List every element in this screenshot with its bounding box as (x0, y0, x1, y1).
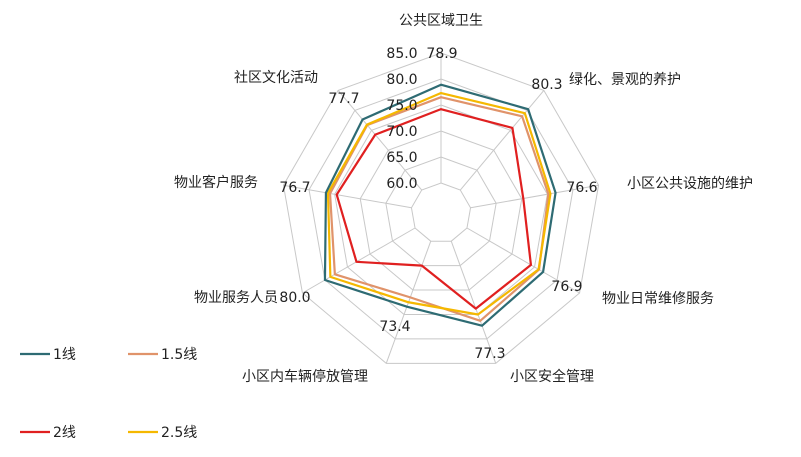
grid-ring-1 (385, 156, 497, 267)
grid-spoke-6 (302, 227, 416, 294)
axis-label-0: 公共区域卫生 (399, 13, 483, 29)
grid-spoke-2 (470, 184, 599, 209)
grid-spoke-1 (459, 90, 545, 191)
axis-label-4: 小区安全管理 (510, 368, 594, 385)
tick-label-4: 80.0 (386, 72, 417, 88)
tick-label-0: 60.0 (386, 176, 417, 192)
tick-label-2: 70.0 (386, 124, 417, 140)
grid-spoke-3 (466, 227, 580, 294)
series-line-2 (335, 108, 533, 310)
legend-label-1: 1.5线 (161, 347, 197, 363)
grid-ring-2 (359, 130, 523, 291)
tick-label-5: 85.0 (386, 46, 417, 62)
grid-ring-0 (410, 182, 472, 242)
axis-label-1: 绿化、景观的养护 (569, 72, 681, 88)
series-line-0 (323, 83, 557, 327)
axis-label-6: 物业服务人员 (194, 290, 278, 306)
grid-spoke-7 (283, 184, 412, 209)
chart-legend: 1线 1.5线 2线 2.5线 (20, 347, 197, 441)
radar-tick-labels: 60.0 65.0 70.0 75.0 80.0 85.0 (386, 46, 417, 192)
legend-label-0: 1线 (53, 347, 76, 363)
grid-spoke-8 (337, 90, 423, 191)
radar-grid (282, 52, 600, 364)
value-label-8: 77.7 (328, 91, 359, 107)
value-label-3: 76.9 (551, 279, 582, 295)
series-line-3 (326, 91, 552, 316)
value-label-0: 78.9 (426, 46, 457, 62)
radar-series (323, 83, 557, 327)
value-label-6: 80.0 (279, 290, 310, 306)
tick-label-3: 75.0 (386, 98, 417, 114)
axis-label-2: 小区公共设施的维护 (627, 176, 753, 192)
value-label-7: 76.7 (279, 180, 310, 196)
legend-label-3: 2.5线 (161, 425, 197, 441)
tick-label-1: 65.0 (386, 150, 417, 166)
axis-label-7: 物业客户服务 (174, 174, 258, 191)
grid-ring-4 (308, 78, 574, 340)
value-label-4: 77.3 (474, 346, 505, 362)
axis-label-3: 物业日常维修服务 (602, 291, 714, 307)
grid-ring-5 (282, 52, 600, 364)
axis-label-8: 社区文化活动 (234, 70, 318, 86)
value-label-2: 76.6 (566, 180, 597, 196)
legend-label-2: 2线 (53, 425, 76, 441)
value-label-5: 73.4 (379, 319, 410, 335)
radar-value-labels: 78.9 80.3 76.6 76.9 77.3 73.4 80.0 76.7 77.7 (279, 46, 597, 362)
axis-label-5: 小区内车辆停放管理 (242, 368, 368, 385)
value-label-1: 80.3 (531, 77, 562, 93)
grid-spoke-4 (450, 241, 497, 364)
